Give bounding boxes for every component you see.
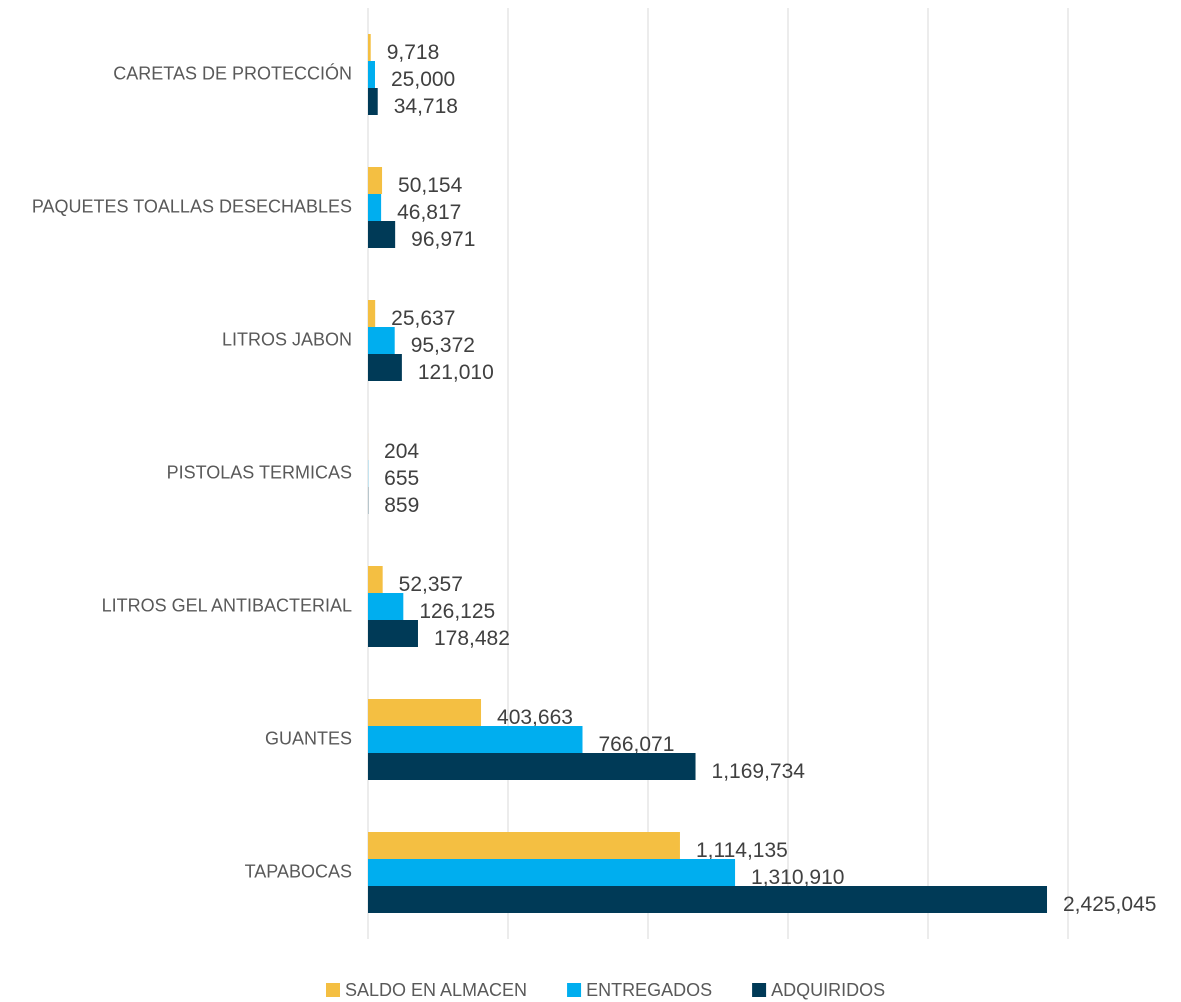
bar [368,753,696,780]
bar [368,61,375,88]
bar [368,327,395,354]
legend-swatch [567,983,582,997]
bar [368,859,736,886]
bar [368,620,418,647]
y-tick-label: TAPABOCAS [245,861,352,881]
bar [368,354,402,381]
data-label: 126,125 [419,600,495,623]
legend-label: SALDO EN ALMACEN [345,980,527,1000]
data-label: 2,425,045 [1063,893,1156,916]
y-tick-label: PISTOLAS TERMICAS [167,462,352,482]
data-label: 96,971 [411,228,475,251]
data-label: 25,637 [391,307,455,330]
data-label: 25,000 [391,68,455,91]
data-label: 859 [384,494,419,517]
bar [368,167,383,194]
data-label: 178,482 [434,627,510,650]
data-label: 766,071 [598,733,674,756]
data-label: 52,357 [399,573,463,596]
y-tick-label: PAQUETES TOALLAS DESECHABLES [32,196,352,216]
data-label: 655 [384,467,419,490]
data-label: 1,114,135 [696,839,788,862]
data-label: 403,663 [497,706,573,729]
data-label: 121,010 [418,361,494,384]
data-label: 9,718 [387,41,440,64]
bar [368,194,382,221]
y-tick-label: LITROS JABON [222,329,352,349]
y-tick-label: LITROS GEL ANTIBACTERIAL [102,595,352,615]
bar [368,566,383,593]
bar [368,221,396,248]
legend-swatch [752,983,767,997]
bar [368,832,680,859]
bar [368,300,376,327]
legend-label: ADQUIRIDOS [771,980,885,1000]
data-label: 1,169,734 [712,760,806,783]
y-tick-label: GUANTES [265,728,352,748]
legend-label: ENTREGADOS [586,980,712,1000]
bar [368,699,482,726]
data-label: 95,372 [411,334,475,357]
data-label: 34,718 [394,95,458,118]
bar [368,726,583,753]
data-label: 1,310,910 [751,866,844,889]
data-label: 204 [384,440,419,463]
bar [368,593,404,620]
bar [368,88,378,115]
bar [368,34,371,61]
y-tick-label: CARETAS DE PROTECCIÓN [113,62,352,83]
legend-swatch [326,983,340,997]
data-label: 46,817 [397,201,461,224]
bar [368,886,1048,913]
data-label: 50,154 [398,174,463,197]
